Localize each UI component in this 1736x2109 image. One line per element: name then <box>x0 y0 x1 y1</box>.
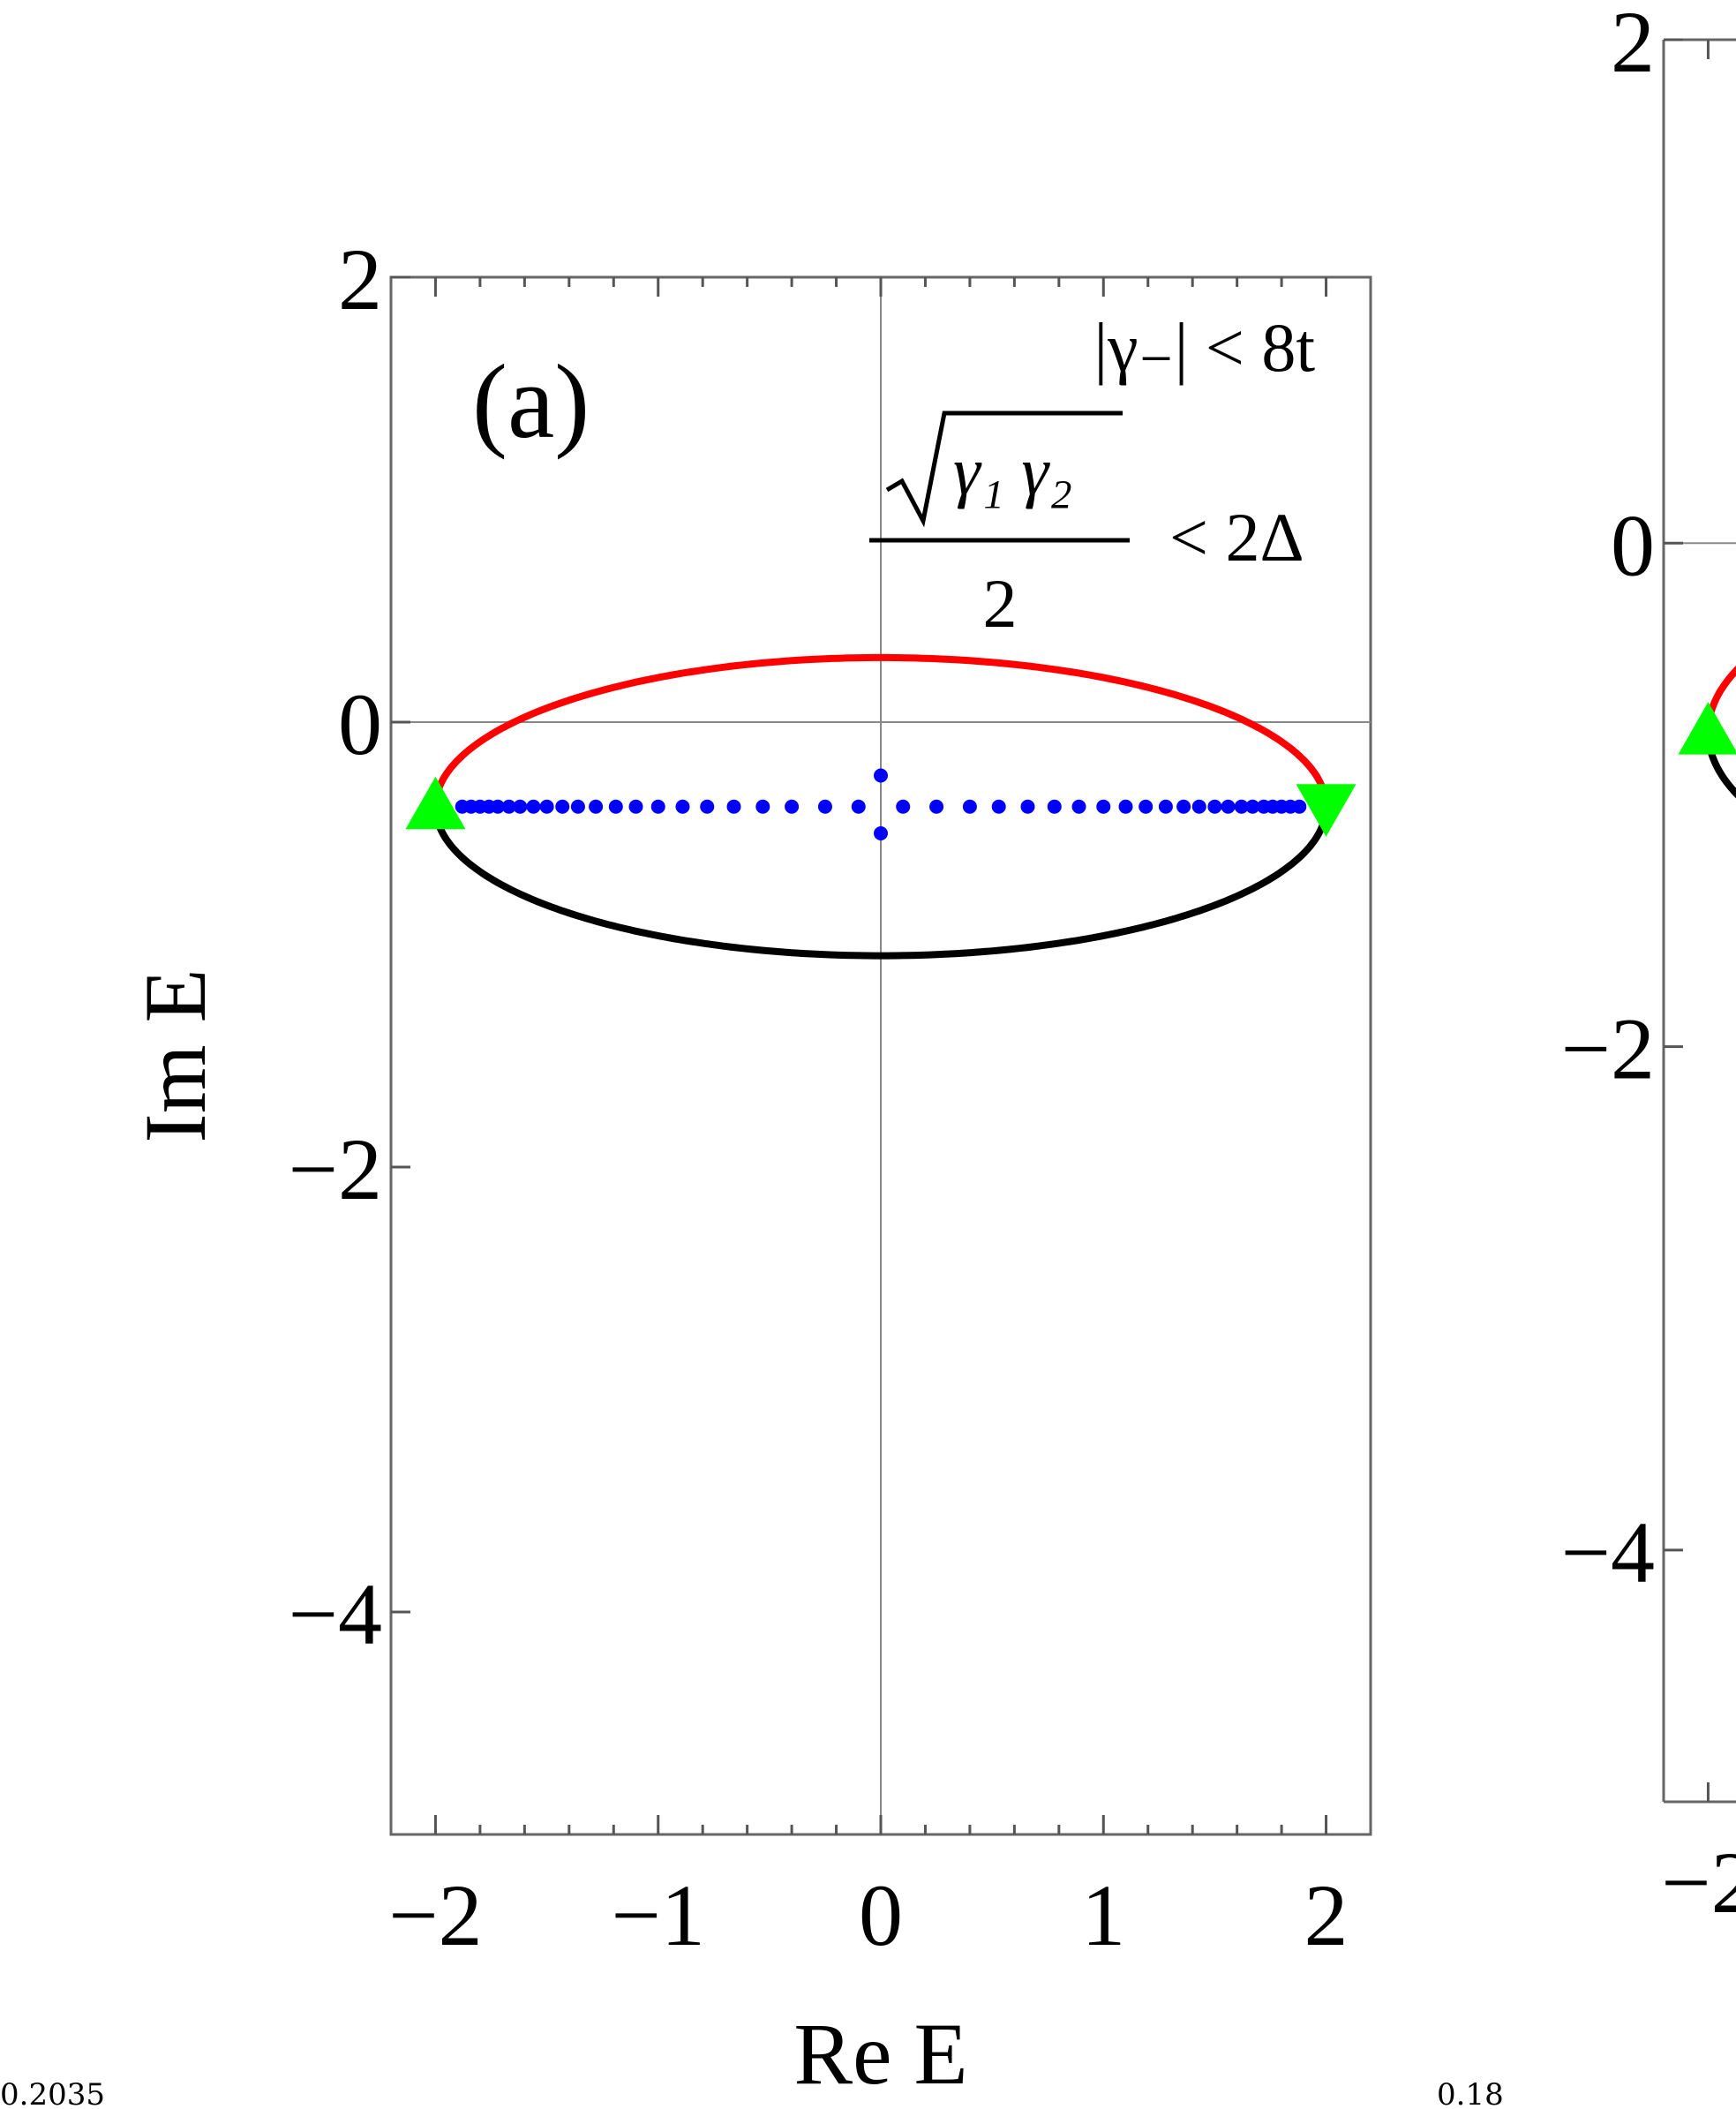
x-tick-label: 1 <box>1081 1866 1125 1964</box>
exceptional-point-marker-up <box>405 776 466 830</box>
exceptional-point-marker-up <box>1678 702 1736 755</box>
sqrt-radical-sign <box>885 411 1123 528</box>
eigenvalue-point <box>1047 799 1062 814</box>
eigenvalue-point <box>1158 799 1173 814</box>
eigenvalue-point <box>1118 799 1133 814</box>
eigenvalue-point <box>962 799 977 814</box>
y-tick-label: −4 <box>289 1565 382 1663</box>
y-axis-label: Im E <box>126 968 224 1142</box>
eigenvalue-point <box>991 799 1006 814</box>
eigenvalue-point <box>1221 799 1236 814</box>
eigenvalue-point <box>539 799 554 814</box>
panel-b-ticks <box>1664 38 1710 1802</box>
x-tick-label: −2 <box>388 1866 482 1964</box>
panel-a-zero-lines <box>391 277 1371 1834</box>
fraction-rhs: < 2Δ <box>1169 499 1304 576</box>
panel-a-ticks <box>391 275 1328 1834</box>
spectrum-curve-lower <box>1704 732 1736 799</box>
panel-b-zero-lines <box>1664 542 1736 545</box>
eigenvalue-point <box>675 799 690 814</box>
eigenvalue-point <box>1071 799 1086 814</box>
eigenvalue-point <box>628 799 643 814</box>
y-tick-label: 2 <box>1611 0 1655 91</box>
corner-note-middle: 0.18 <box>1437 2077 1504 2109</box>
corner-note-left: 0.2035 <box>0 2077 105 2109</box>
panel-b-plot-area <box>1678 665 1736 799</box>
eigenvalue-point <box>1207 799 1222 814</box>
eigenvalue-point <box>491 799 506 814</box>
eigenvalue-point <box>817 799 832 814</box>
eigenvalue-point <box>555 799 570 814</box>
spectrum-curve-upper <box>1704 665 1736 733</box>
eigenvalue-point <box>874 768 888 783</box>
y-tick-label: −2 <box>289 1120 382 1218</box>
eigenvalue-point <box>501 799 516 814</box>
y-tick-label: 0 <box>1611 496 1655 594</box>
eigenvalue-point <box>589 799 604 814</box>
eigenvalue-point <box>1020 799 1035 814</box>
eigenvalue-point <box>1176 799 1191 814</box>
annotation-sqrt-fraction: γ₁ γ₂ 2 < 2Δ <box>869 411 1304 642</box>
x-tick-label: 2 <box>1304 1866 1349 1964</box>
eigenvalue-point <box>726 799 741 814</box>
spectrum-curve-lower <box>432 806 1330 960</box>
fraction-numerator: γ₁ γ₂ <box>953 433 1072 509</box>
x-tick-label: −2 <box>1661 1834 1736 1932</box>
eigenvalue-point <box>896 799 911 814</box>
eigenvalue-point <box>1139 799 1154 814</box>
eigenvalue-point <box>513 799 528 814</box>
eigenvalue-point <box>874 826 888 840</box>
panel-a-plot-area <box>405 653 1356 960</box>
eigenvalue-point <box>785 799 800 814</box>
fraction-denominator: 2 <box>983 565 1018 642</box>
eigenvalue-point <box>1191 799 1206 814</box>
panel-a-tick-labels: −2 −1 0 1 2 2 0 −2 −4 <box>289 230 1349 1964</box>
eigenvalue-point <box>650 799 665 814</box>
panel-b-tick-labels: −2 2 0 −2 −4 <box>1561 0 1736 1932</box>
panel-a: −2 −1 0 1 2 2 0 −2 −4 (a) |γ₋| < 8t γ₁ γ₂ 2 < 2Δ… <box>126 230 1372 2103</box>
y-tick-label: −4 <box>1561 1503 1655 1601</box>
panel-a-label: (a) <box>472 343 590 460</box>
spectrum-curve-upper <box>432 653 1330 807</box>
eigenvalue-point <box>526 799 541 814</box>
eigenvalue-point <box>1234 799 1249 814</box>
eigenvalue-point <box>570 799 585 814</box>
eigenvalue-point <box>851 799 866 814</box>
x-axis-label: Re E <box>793 2005 967 2103</box>
eigenvalue-point <box>755 799 770 814</box>
x-tick-label: −1 <box>612 1866 705 1964</box>
panel-b-partial: −2 2 0 −2 −4 <box>1561 0 1736 1932</box>
y-tick-label: 0 <box>338 675 382 773</box>
x-tick-label: 0 <box>859 1866 903 1964</box>
eigenvalue-point <box>608 799 623 814</box>
annotation-gamma-minus: |γ₋| < 8t <box>1093 309 1315 386</box>
eigenvalue-point <box>929 799 944 814</box>
exceptional-point-marker-down <box>1296 784 1356 837</box>
eigenvalue-point <box>700 799 715 814</box>
y-tick-label: −2 <box>1561 1000 1655 1098</box>
y-tick-label: 2 <box>338 230 382 328</box>
eigenvalue-point <box>1292 799 1307 814</box>
eigenvalue-point <box>1096 799 1111 814</box>
eigenvalue-point <box>1245 799 1260 814</box>
